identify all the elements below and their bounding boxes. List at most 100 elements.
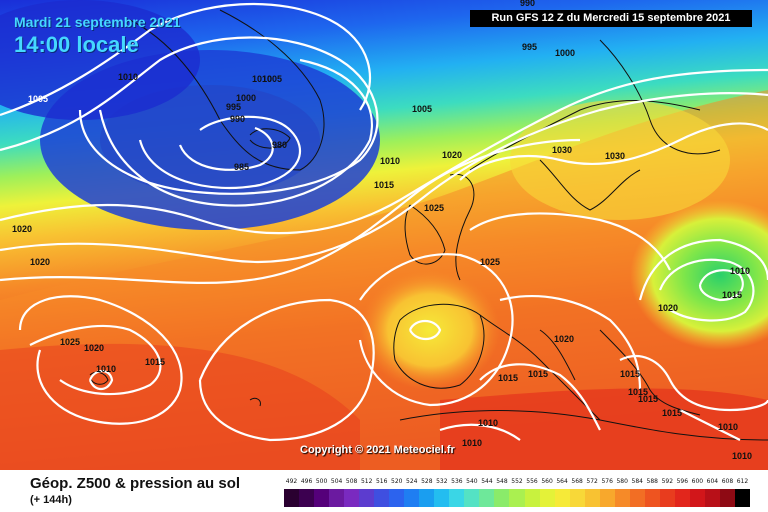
iberian-high-field — [360, 270, 500, 390]
isobar-label: 1025 — [424, 203, 444, 213]
isobar-label: 1015 — [638, 394, 658, 404]
scale-label: 536 — [451, 478, 463, 485]
scale-swatch — [704, 489, 720, 507]
scale-label: 580 — [616, 478, 628, 485]
scale-label: 592 — [661, 478, 674, 485]
scale-label: 520 — [391, 478, 403, 485]
scale-swatch — [554, 489, 570, 507]
isobar-label: 1000 — [236, 93, 256, 103]
isobar-label: 995 — [226, 102, 241, 112]
scale-swatch — [374, 489, 390, 507]
scale-label: 496 — [300, 478, 313, 485]
isobar-label: 1010 — [718, 422, 738, 432]
scale-swatch — [629, 489, 645, 507]
scale-label: 588 — [646, 478, 658, 485]
scale-swatch — [479, 489, 495, 507]
scale-swatch — [299, 489, 315, 507]
scale-swatch — [659, 489, 675, 507]
low-pressure-inner-field — [100, 85, 320, 195]
scale-swatch — [284, 489, 300, 507]
scale-swatch — [569, 489, 585, 507]
isobar-label: 1015 — [722, 290, 742, 300]
scale-swatch — [599, 489, 615, 507]
scale-label: 544 — [481, 478, 493, 485]
isobar-label: 1015 — [628, 387, 648, 397]
scale-label: 560 — [541, 478, 553, 485]
isobar-label: 980 — [272, 140, 287, 150]
isobar-label: 1030 — [552, 145, 572, 155]
isobar-label: 1015 — [374, 180, 394, 190]
scale-label: 508 — [345, 478, 358, 485]
isobar-label: 1020 — [30, 257, 50, 267]
isobar-label: 1010 — [730, 266, 750, 276]
scale-swatch — [314, 489, 330, 507]
scale-swatch — [329, 489, 345, 507]
forecast-offset: (+ 144h) — [30, 494, 72, 506]
scale-swatch — [449, 489, 465, 507]
scale-label: 568 — [571, 478, 583, 485]
scale-swatch — [359, 489, 375, 507]
isobar-label: 1020 — [554, 334, 574, 344]
isobar-label: 1015 — [662, 408, 682, 418]
forecast-date: Mardi 21 septembre 2021 — [14, 14, 181, 30]
isobar-label: 1010 — [478, 418, 498, 428]
scale-label: 500 — [315, 478, 328, 485]
isobar-label: 1015 — [145, 357, 165, 367]
isobar-label: 1000 — [555, 48, 575, 58]
geopotential-map: 990 995 1000 1005 1010 1005 1010 1005 10… — [0, 0, 768, 470]
eastern-low-field — [630, 200, 768, 350]
color-scale-legend: 492 496 500 504 508 512 516 520 524 528 532 536 540 5… — [284, 478, 750, 508]
scale-swatch — [644, 489, 660, 507]
isobar-label: 1015 — [528, 369, 548, 379]
isobar-label: 1010 — [118, 72, 138, 82]
isobar-labels: 990 995 1000 1005 1010 1005 1010 1005 10… — [12, 0, 752, 461]
scale-swatch — [674, 489, 690, 507]
isobar-label: 1020 — [84, 343, 104, 353]
forecast-time: 14:00 locale — [14, 32, 139, 57]
isobar-label: 990 — [520, 0, 535, 8]
scale-label: 504 — [330, 478, 343, 485]
isobar-label: 1015 — [498, 373, 518, 383]
isobar-label: 1010 — [380, 156, 400, 166]
scale-label: 556 — [526, 478, 538, 485]
scale-swatch — [389, 489, 405, 507]
scale-swatch — [464, 489, 480, 507]
isobar-label: 1005 — [262, 74, 282, 84]
isobar-label: 1025 — [60, 337, 80, 347]
scale-swatch — [434, 489, 450, 507]
isobar-label: 1020 — [658, 303, 678, 313]
scale-swatch — [734, 489, 750, 507]
scale-label: 572 — [586, 478, 598, 485]
isobar-label: 1025 — [480, 257, 500, 267]
scale-labels: 492 496 500 504 508 512 516 520 524 528 532 536 540 5… — [284, 478, 750, 485]
isobar-label: 1005 — [412, 104, 432, 114]
scale-swatch — [509, 489, 525, 507]
isobar-label: 1030 — [605, 151, 625, 161]
isobars — [0, 2, 768, 442]
isobar-label: 1015 — [620, 369, 640, 379]
isobar-label: 985 — [234, 162, 249, 172]
scale-label: 612 — [736, 478, 749, 485]
isobar-label: 995 — [522, 42, 537, 52]
scale-label: 596 — [676, 478, 689, 485]
scale-swatch — [344, 489, 360, 507]
scale-swatch — [689, 489, 705, 507]
scale-swatch — [404, 489, 420, 507]
isobar-label: 1010 — [462, 438, 482, 448]
scale-label: 516 — [375, 478, 388, 485]
isobar-label: 1020 — [442, 150, 462, 160]
scale-label: 608 — [721, 478, 734, 485]
isobar-label: 1005 — [28, 94, 48, 104]
isobar-label: 1010 — [732, 451, 752, 461]
isobar-label: 1020 — [12, 224, 32, 234]
scale-swatch — [494, 489, 510, 507]
scale-label: 604 — [706, 478, 719, 485]
scale-swatch — [524, 489, 540, 507]
scale-swatch — [719, 489, 735, 507]
north-africa-hot-field — [440, 388, 768, 470]
model-run-banner: Run GFS 12 Z du Mercredi 15 septembre 20… — [470, 10, 752, 27]
scale-swatch — [539, 489, 555, 507]
scale-label: 600 — [691, 478, 704, 485]
isobar-label: 1010 — [252, 74, 272, 84]
map-title: Géop. Z500 & pression au sol — [30, 475, 241, 492]
